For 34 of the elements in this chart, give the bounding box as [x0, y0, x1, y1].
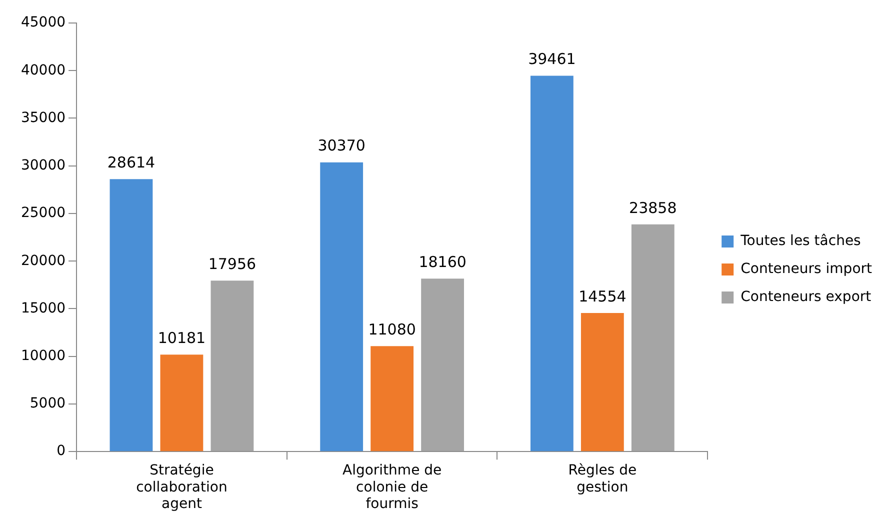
bar	[421, 278, 464, 452]
data-label: 14554	[578, 287, 626, 306]
data-label: 39461	[528, 50, 576, 68]
data-label: 11080	[368, 320, 416, 338]
bar	[210, 280, 254, 452]
y-tick-label: 20000	[20, 252, 66, 269]
legend-label: Conteneurs import	[740, 261, 873, 278]
data-label: 28614	[107, 153, 156, 172]
bar	[110, 179, 153, 452]
y-tick-label: 15000	[20, 300, 66, 316]
data-label: 18160	[418, 253, 466, 272]
bar	[320, 162, 364, 452]
y-tick-label: 35000	[20, 110, 66, 126]
bar	[160, 354, 204, 452]
bar	[580, 312, 624, 452]
legend-label: Conteneurs export	[740, 289, 872, 306]
bar	[370, 346, 414, 452]
y-tick-label: 5000	[30, 396, 66, 412]
bar	[530, 76, 574, 452]
data-label: 23858	[629, 198, 677, 217]
y-tick-label: 40000	[20, 62, 66, 78]
x-tick-label: Stratégie collaboration agent	[136, 462, 228, 512]
y-tick-label: 30000	[20, 158, 66, 174]
legend-label: Toutes les tâches	[740, 233, 861, 250]
y-tick-label: 45000	[20, 14, 66, 31]
data-label: 30370	[318, 136, 366, 155]
data-label: 10181	[158, 329, 206, 348]
x-tick-label: Algorithme de colonie de fourmis	[342, 462, 442, 512]
y-tick-label: 25000	[20, 205, 66, 222]
bar	[631, 224, 674, 452]
x-tick-label: Règles de gestion	[568, 462, 637, 496]
y-tick-label: 0	[56, 443, 66, 460]
data-label: 17956	[208, 254, 256, 273]
y-tick-label: 10000	[20, 348, 66, 364]
